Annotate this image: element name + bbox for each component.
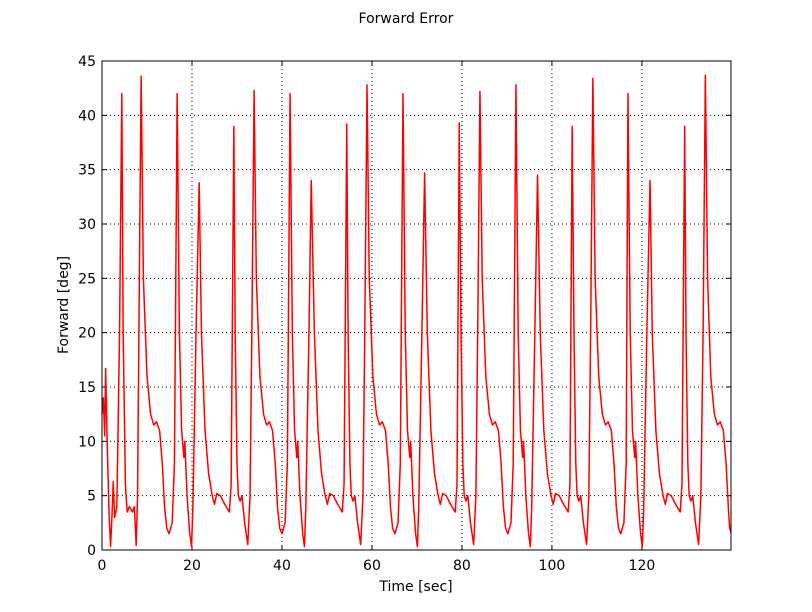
y-tick-label: 35 xyxy=(78,163,96,179)
y-tick-label: 30 xyxy=(78,217,96,233)
x-tick-label: 80 xyxy=(453,558,471,574)
y-tick-label: 15 xyxy=(78,380,96,396)
y-tick-label: 25 xyxy=(78,271,96,287)
y-tick-label: 45 xyxy=(78,54,96,70)
plot-frame xyxy=(101,60,732,551)
x-tick-label: 120 xyxy=(629,558,656,574)
y-tick-label: 5 xyxy=(87,489,96,505)
x-tick-label: 0 xyxy=(98,558,107,574)
x-tick-label: 60 xyxy=(363,558,381,574)
chart-title: Forward Error xyxy=(359,11,454,27)
y-axis-label: Forward [deg] xyxy=(56,256,72,354)
y-tick-label: 0 xyxy=(87,543,96,559)
x-axis-label: Time [sec] xyxy=(378,579,452,595)
y-tick-label: 10 xyxy=(78,434,96,450)
y-tick-label: 40 xyxy=(78,108,96,124)
y-tick-label: 20 xyxy=(78,326,96,342)
x-tick-label: 40 xyxy=(273,558,291,574)
x-tick-label: 20 xyxy=(183,558,201,574)
x-tick-label: 100 xyxy=(539,558,566,574)
data-line xyxy=(101,74,732,548)
